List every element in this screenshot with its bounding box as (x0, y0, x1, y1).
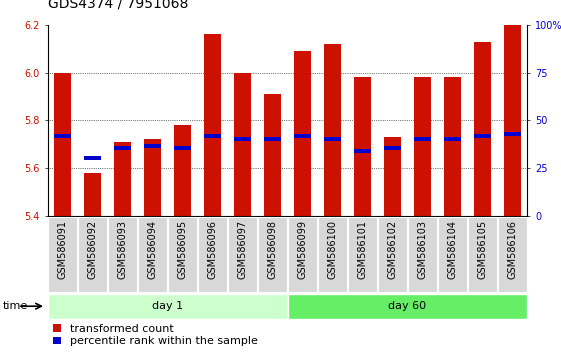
Bar (288, 217, 317, 292)
Bar (384, 147, 401, 150)
Bar (468, 217, 496, 292)
Bar (138, 217, 167, 292)
Text: GSM586102: GSM586102 (388, 220, 397, 279)
Bar (174, 125, 191, 216)
Bar (354, 149, 371, 153)
Bar (54, 135, 71, 138)
Bar (144, 144, 161, 148)
Bar (498, 217, 527, 292)
Bar (438, 217, 467, 292)
Bar (234, 73, 251, 216)
Bar (474, 41, 491, 216)
Bar (384, 137, 401, 216)
Text: GSM586099: GSM586099 (297, 220, 307, 279)
Bar (54, 73, 71, 216)
Text: day 60: day 60 (388, 301, 426, 311)
Bar (414, 78, 431, 216)
Bar (108, 217, 137, 292)
Bar (444, 78, 461, 216)
Bar (114, 142, 131, 216)
Text: GSM586106: GSM586106 (507, 220, 517, 279)
Text: GDS4374 / 7951068: GDS4374 / 7951068 (48, 0, 188, 11)
Bar (504, 25, 521, 216)
Bar (168, 217, 197, 292)
Text: time: time (3, 301, 28, 311)
Text: GSM586098: GSM586098 (268, 220, 278, 279)
Bar (408, 217, 437, 292)
Bar (48, 294, 287, 319)
Bar (295, 135, 311, 138)
Bar (228, 217, 257, 292)
Bar (264, 137, 280, 141)
Bar (504, 132, 521, 136)
Text: GSM586105: GSM586105 (477, 220, 488, 279)
Bar (258, 217, 287, 292)
Bar (84, 173, 101, 216)
Text: GSM586091: GSM586091 (58, 220, 68, 279)
Bar (378, 217, 407, 292)
Bar (295, 51, 311, 216)
Text: GSM586096: GSM586096 (208, 220, 218, 279)
Bar (114, 147, 131, 150)
Text: GSM586103: GSM586103 (417, 220, 427, 279)
Bar (204, 34, 221, 216)
Bar (48, 217, 77, 292)
Bar (287, 294, 527, 319)
Bar (324, 44, 341, 216)
Bar (474, 135, 491, 138)
Bar (144, 139, 161, 216)
Bar (84, 156, 101, 160)
Text: GSM586093: GSM586093 (118, 220, 128, 279)
Text: GSM586100: GSM586100 (328, 220, 338, 279)
Bar (198, 217, 227, 292)
Bar (264, 94, 280, 216)
Bar (174, 147, 191, 150)
Text: GSM586092: GSM586092 (88, 220, 98, 279)
Text: GSM586104: GSM586104 (447, 220, 457, 279)
Bar (318, 217, 347, 292)
Text: GSM586097: GSM586097 (237, 220, 247, 279)
Text: day 1: day 1 (152, 301, 183, 311)
Text: GSM586095: GSM586095 (178, 220, 187, 279)
Bar (324, 137, 341, 141)
Bar (348, 217, 377, 292)
Bar (234, 137, 251, 141)
Bar (204, 135, 221, 138)
Bar (79, 217, 107, 292)
Text: GSM586094: GSM586094 (148, 220, 158, 279)
Bar (414, 137, 431, 141)
Bar (354, 78, 371, 216)
Legend: transformed count, percentile rank within the sample: transformed count, percentile rank withi… (53, 324, 258, 346)
Text: GSM586101: GSM586101 (357, 220, 367, 279)
Bar (444, 137, 461, 141)
